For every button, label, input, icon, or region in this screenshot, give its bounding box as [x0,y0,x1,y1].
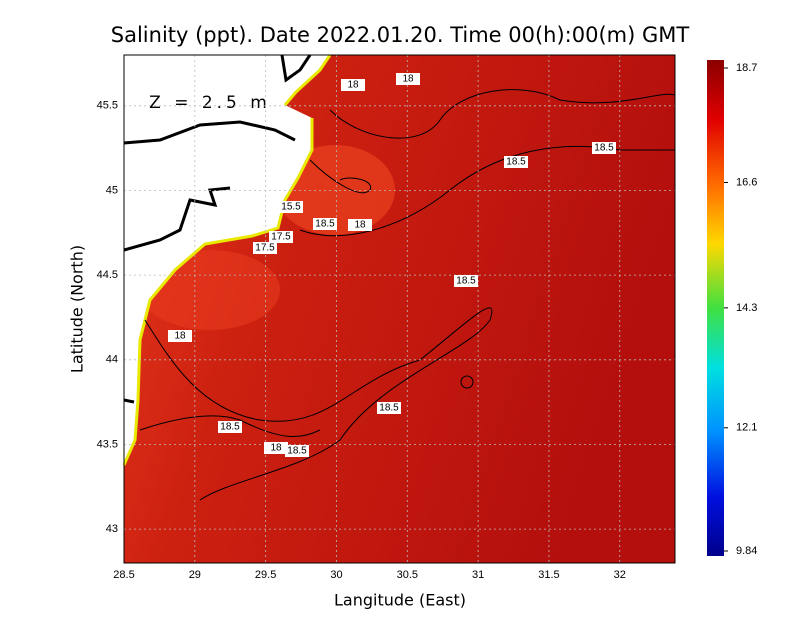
contour-label: 18 [354,220,366,231]
coastline [122,54,332,466]
colorbar-label: 12.1 [736,422,757,434]
y-tick-label: 45 [106,184,118,196]
contour-label-bg [218,421,242,433]
contour-label-bg [396,73,420,85]
colorbar-scale [707,60,724,556]
contour-label: 15.5 [281,202,301,213]
coastal-low [275,145,395,235]
plot-frame [123,54,676,564]
contour-label-bg [341,79,365,91]
contour-label-bg [279,201,303,213]
contour-label: 18.5 [287,446,307,457]
contours [139,89,676,501]
contour-label-bg [313,218,337,230]
y-tick-label: 44 [106,354,118,366]
contour-label-bg [454,275,478,287]
colorbar-label: 18.7 [736,62,757,74]
contour-label-bg [168,330,192,342]
contour-label: 18.5 [379,403,399,414]
contour-label: 18 [402,74,414,85]
contour-label: 18 [347,80,359,91]
y-axis-label: Latitude (North) [68,245,87,373]
contour-label: 18.5 [315,219,335,230]
contour-label: 18 [174,331,186,342]
x-tick-label: 29 [189,569,201,581]
colorbar-label: 14.3 [736,302,757,314]
y-tick-label: 44.5 [97,269,118,281]
contour-label: 18.5 [220,422,240,433]
contour-label-bg [377,402,401,414]
colorbar-label: 16.6 [736,176,757,188]
x-tick-label: 29.5 [255,569,276,581]
colorbar [707,60,724,556]
x-tick-label: 28.5 [113,569,134,581]
contour-label: 18.5 [456,276,476,287]
borders [123,54,312,404]
y-tick-label: 43 [106,523,118,535]
depth-label: Z = 2.5 m [149,93,271,113]
contour-label-bg [264,442,288,454]
contour-label-bg [253,242,277,254]
contour-label: 18.5 [594,143,614,154]
x-axis-label: Langitude (East) [334,591,466,610]
x-tick-label: 30.5 [397,569,418,581]
contour-label-bg [592,142,616,154]
contour-label: 17.5 [271,232,291,243]
title: Salinity (ppt). Date 2022.01.20. Time 00… [111,23,690,47]
contour-label-bg [504,156,528,168]
contour-label-bg [348,219,372,231]
contour-label: 18.5 [506,157,526,168]
x-tick-label: 31.5 [538,569,559,581]
x-tick-label: 30 [330,569,342,581]
contour-label: 17.5 [255,243,275,254]
contour-label-bg [285,445,309,457]
x-tick-label: 32 [614,569,626,581]
contour-label: 18 [270,443,282,454]
colorbar-label: 9.84 [736,545,757,557]
contour-label-bg [269,231,293,243]
y-tick-label: 45.5 [97,100,118,112]
y-tick-label: 43.5 [97,438,118,450]
land [124,55,330,465]
x-tick-label: 31 [472,569,484,581]
